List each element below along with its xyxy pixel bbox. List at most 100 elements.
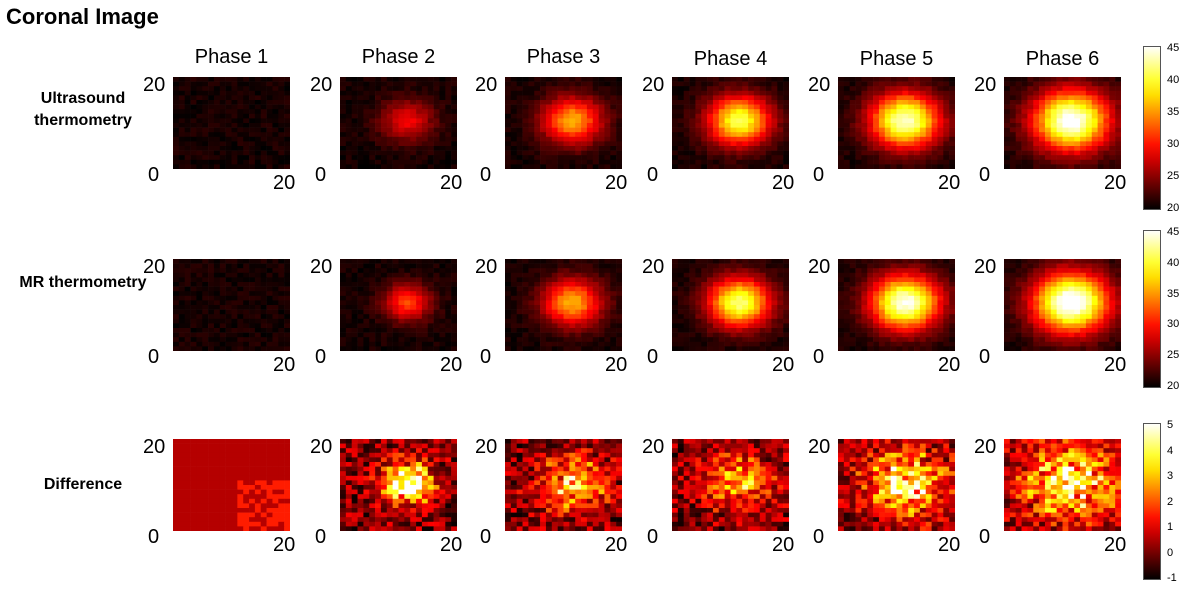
heatmap-cell <box>610 90 617 96</box>
heatmap-cell <box>202 439 209 444</box>
heatmap-cell <box>516 341 523 347</box>
heatmap-cell <box>925 150 932 156</box>
heatmap-cell <box>890 263 897 269</box>
heatmap-cell <box>231 328 238 333</box>
heatmap-cell <box>260 286 267 292</box>
heatmap-cell <box>427 150 434 156</box>
heatmap-cell <box>392 132 399 138</box>
heatmap-cell <box>528 90 535 96</box>
heatmap-cell <box>884 268 891 274</box>
heatmap-cell <box>867 295 874 301</box>
heatmap-cell <box>540 328 547 333</box>
heatmap-cell <box>196 328 203 333</box>
heatmap-cell <box>1021 127 1028 133</box>
heatmap-cell <box>867 277 874 283</box>
heatmap-cell <box>540 318 547 324</box>
heatmap-cell <box>231 346 238 351</box>
heatmap-cell <box>677 295 684 301</box>
heatmap-cell <box>777 123 784 128</box>
heatmap-cell <box>610 113 617 119</box>
heatmap-cell <box>861 109 868 115</box>
heatmap-cell <box>759 300 766 306</box>
heatmap-cell <box>1044 77 1052 82</box>
heatmap-cell <box>534 141 541 147</box>
heatmap-cell <box>184 127 191 133</box>
heatmap-cell <box>528 305 535 310</box>
heatmap-cell <box>363 118 370 124</box>
heatmap-cell <box>392 127 399 133</box>
heatmap-cell <box>375 346 382 351</box>
heatmap-cell <box>569 132 576 138</box>
heatmap-cell <box>849 136 856 142</box>
y-axis-max-tick: 20 <box>642 74 665 96</box>
phase-header: Phase 5 <box>859 48 934 70</box>
heatmap-cell <box>1062 150 1069 156</box>
heatmap-cell <box>777 277 784 283</box>
heatmap-cell <box>902 282 909 287</box>
heatmap-cell <box>730 127 737 133</box>
heatmap-cell <box>616 104 622 110</box>
heatmap-cell <box>943 282 950 287</box>
heatmap-cell <box>231 164 238 169</box>
heatmap-cell <box>1103 104 1110 110</box>
heatmap-cell <box>1068 159 1075 165</box>
heatmap-cell <box>421 272 429 278</box>
heatmap-cell <box>753 127 761 133</box>
heatmap-cell <box>392 141 399 147</box>
heatmap-cell <box>416 77 423 82</box>
heatmap-cell <box>416 141 423 147</box>
heatmap-cell <box>689 323 696 329</box>
heatmap-cell <box>937 81 944 87</box>
heatmap-cell <box>173 141 180 147</box>
heatmap-cell <box>849 300 856 306</box>
heatmap-cell <box>598 132 605 138</box>
heatmap-cell <box>1015 277 1022 283</box>
heatmap-cell <box>724 328 731 333</box>
heatmap-cell <box>1027 81 1034 87</box>
heatmap-cell <box>237 86 244 92</box>
heatmap-cell <box>1080 150 1087 156</box>
heatmap-cell <box>219 132 226 138</box>
heatmap-cell <box>707 286 714 292</box>
heatmap-cell <box>534 123 541 128</box>
heatmap-cell <box>516 277 523 283</box>
heatmap-cell <box>237 457 244 463</box>
heatmap-cell <box>357 164 364 169</box>
heatmap-cell <box>173 268 180 274</box>
heatmap-cell <box>1062 272 1069 278</box>
heatmap-cell <box>701 90 708 96</box>
heatmap-cell <box>243 81 250 87</box>
heatmap-cell <box>213 136 221 142</box>
heatmap-cell <box>392 77 399 82</box>
heatmap-cell <box>369 81 376 87</box>
heatmap-cell <box>237 300 244 306</box>
heatmap-cell <box>1004 77 1011 82</box>
heatmap-cell <box>604 155 611 161</box>
heatmap-cell <box>357 109 364 115</box>
heatmap-cell <box>707 309 714 315</box>
heatmap-cell <box>1056 295 1063 301</box>
heatmap-cell <box>1097 146 1104 151</box>
heatmap-cell <box>742 305 749 310</box>
heatmap-cell <box>569 268 576 274</box>
heatmap-cell <box>712 286 720 292</box>
heatmap-cell <box>730 141 737 147</box>
heatmap-cell <box>896 109 903 115</box>
heatmap-cell <box>208 309 215 315</box>
heatmap-cell <box>575 323 582 329</box>
heatmap-cell <box>855 300 862 306</box>
heatmap-cell <box>878 286 886 292</box>
heatmap-cell <box>278 141 285 147</box>
heatmap-cell <box>677 136 684 142</box>
heatmap-cell <box>1039 341 1046 347</box>
heatmap-cell <box>237 341 244 347</box>
heatmap-cell <box>516 268 523 274</box>
heatmap-cell <box>563 136 570 142</box>
heatmap-cell <box>718 132 725 138</box>
heatmap-cell <box>237 443 244 449</box>
heatmap-cell <box>908 328 915 333</box>
heatmap-cell <box>1009 259 1016 264</box>
heatmap-cell <box>1115 263 1121 269</box>
heatmap-cell <box>410 159 417 165</box>
heatmap-cell <box>1091 295 1098 301</box>
